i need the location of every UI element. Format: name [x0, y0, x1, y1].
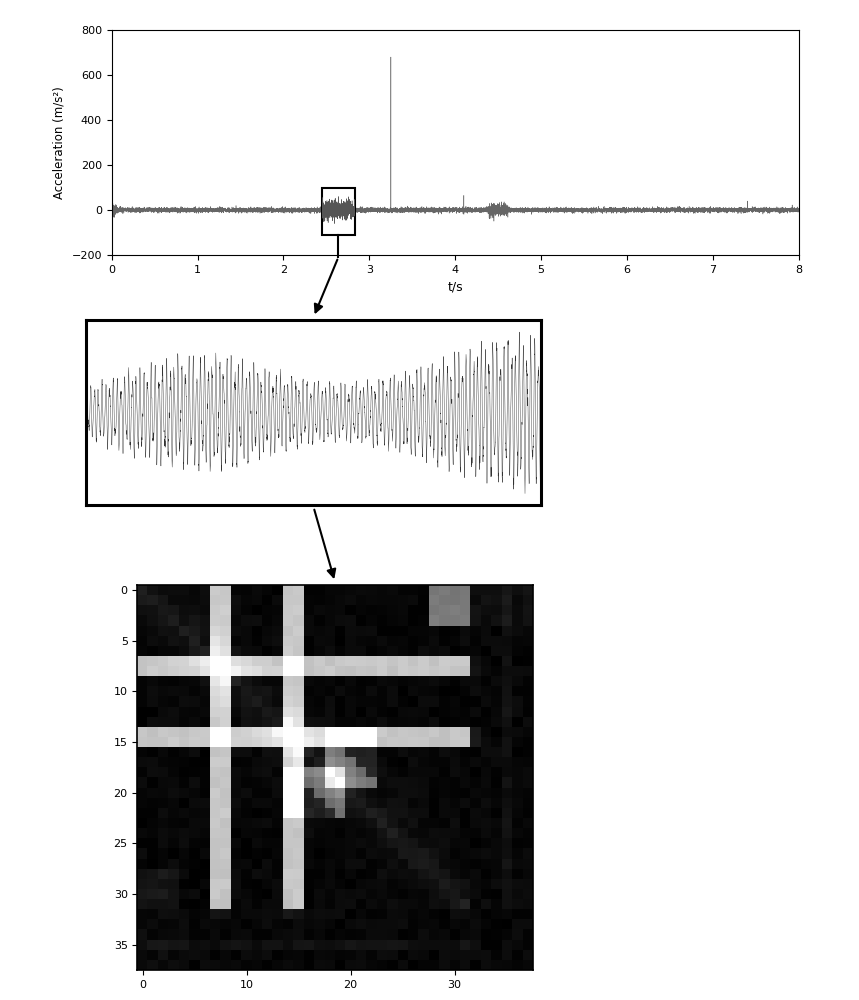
Bar	[322, 188, 355, 235]
Y-axis label: Acceleration (m/s²): Acceleration (m/s²)	[53, 86, 66, 199]
X-axis label: t/s: t/s	[448, 280, 463, 293]
